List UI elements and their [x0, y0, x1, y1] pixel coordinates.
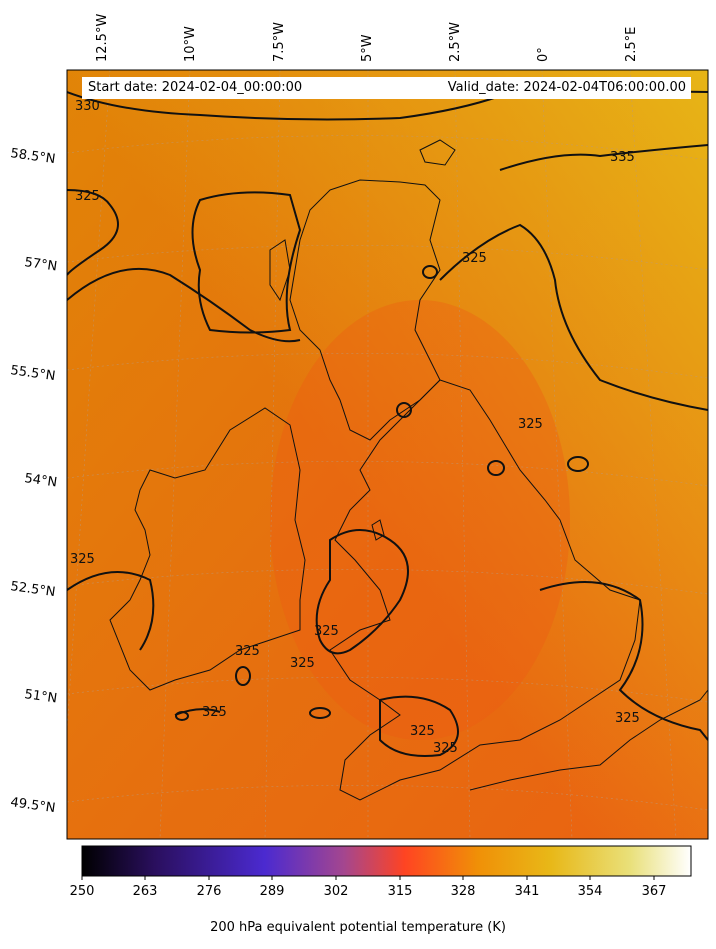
- longitude-labels: 12.5°W 10°W 7.5°W 5°W 2.5°W 0° 2.5°E: [95, 14, 639, 62]
- lon-label: 12.5°W: [95, 14, 110, 62]
- colorbar-tick-label: 328: [450, 884, 476, 899]
- contour-label: 325: [290, 656, 315, 671]
- contour-325-central: [315, 529, 409, 655]
- contour-label: 325: [462, 251, 487, 266]
- graticule: [67, 70, 708, 839]
- start-date-text: Start date: 2024-02-04_00:00:00: [88, 80, 303, 95]
- lon-label: 2.5°W: [448, 22, 463, 62]
- lon-label: 7.5°W: [272, 22, 287, 62]
- contour-325-wales: [379, 695, 459, 757]
- colorbar: [81, 845, 692, 877]
- contour-325-east: [439, 223, 708, 411]
- colorbar-ticks: [81, 876, 655, 880]
- contour-325-scotland-west: [191, 191, 302, 334]
- contour-325-north: [67, 189, 119, 276]
- contour-label: 335: [610, 150, 635, 165]
- scotland-coast: [289, 179, 441, 441]
- colorbar-label: 200 hPa equivalent potential temperature…: [210, 920, 506, 935]
- contour-325-west: [67, 267, 301, 343]
- colorbar-tick-label: 276: [196, 884, 222, 899]
- contour-label: 325: [433, 741, 458, 756]
- contour-label-group: 330 335 325 325 325 325 325 325 325 325 …: [70, 99, 640, 756]
- lat-label: 55.5°N: [9, 363, 56, 384]
- contour-325-southwest: [67, 571, 155, 651]
- contour-small-ring: [175, 711, 189, 721]
- contour-label: 325: [615, 711, 640, 726]
- contour-small-ring: [235, 666, 251, 686]
- contour-label: 325: [410, 724, 435, 739]
- orkney-coast: [419, 139, 456, 166]
- lat-label: 51°N: [23, 687, 58, 706]
- contour-label: 325: [235, 644, 260, 659]
- contour-small-ring: [309, 707, 331, 719]
- coastlines: [109, 139, 708, 801]
- cool-region-shading: [270, 300, 570, 740]
- isle-of-man-coast: [371, 519, 385, 541]
- france-coast: [469, 689, 708, 791]
- contour-small-ring: [567, 456, 589, 472]
- colorbar-tick-label: 263: [132, 884, 158, 899]
- lat-label: 52.5°N: [9, 579, 56, 600]
- map-frame: [66, 69, 709, 840]
- lat-label: 54°N: [23, 471, 58, 490]
- england-wales-coast: [329, 379, 641, 801]
- colorbar-tick-label: 250: [69, 884, 95, 899]
- lat-label: 58.5°N: [9, 146, 56, 167]
- contour-label: 330: [75, 99, 100, 114]
- colorbar-tick-label: 289: [259, 884, 285, 899]
- latitude-labels: 58.5°N 57°N 55.5°N 54°N 52.5°N 51°N 49.5…: [9, 146, 58, 816]
- lat-label: 49.5°N: [9, 795, 56, 816]
- contour-325-east-england: [539, 581, 708, 741]
- valid-date-text: Valid_date: 2024-02-04T06:00:00.00: [447, 80, 686, 95]
- contour-label: 325: [70, 552, 95, 567]
- contour-label: 325: [75, 189, 100, 204]
- contour-label: 325: [314, 624, 339, 639]
- ireland-coast: [109, 407, 306, 691]
- contour-335: [499, 144, 708, 171]
- colorbar-tick-label: 367: [641, 884, 667, 899]
- lon-label: 2.5°E: [624, 27, 639, 62]
- contour-small-ring: [487, 460, 505, 476]
- lon-label: 10°W: [183, 26, 198, 62]
- hebrides-coast: [269, 239, 291, 302]
- contour-label: 325: [518, 417, 543, 432]
- colorbar-tick-label: 315: [387, 884, 413, 899]
- contour-small-ring: [422, 265, 438, 279]
- colorbar-tick-label: 341: [514, 884, 540, 899]
- lon-label: 0°: [536, 47, 551, 62]
- contour-small-ring: [396, 402, 412, 418]
- date-header-box: [82, 77, 691, 99]
- lon-label: 5°W: [360, 34, 375, 62]
- contour-label: 325: [202, 705, 227, 720]
- colorbar-tick-label: 354: [577, 884, 603, 899]
- colorbar-tick-label: 302: [323, 884, 349, 899]
- warm-region-shading: [67, 70, 708, 839]
- map-area: 330 335 325 325 325 325 325 325 325 325 …: [67, 70, 708, 839]
- lat-label: 57°N: [23, 255, 58, 274]
